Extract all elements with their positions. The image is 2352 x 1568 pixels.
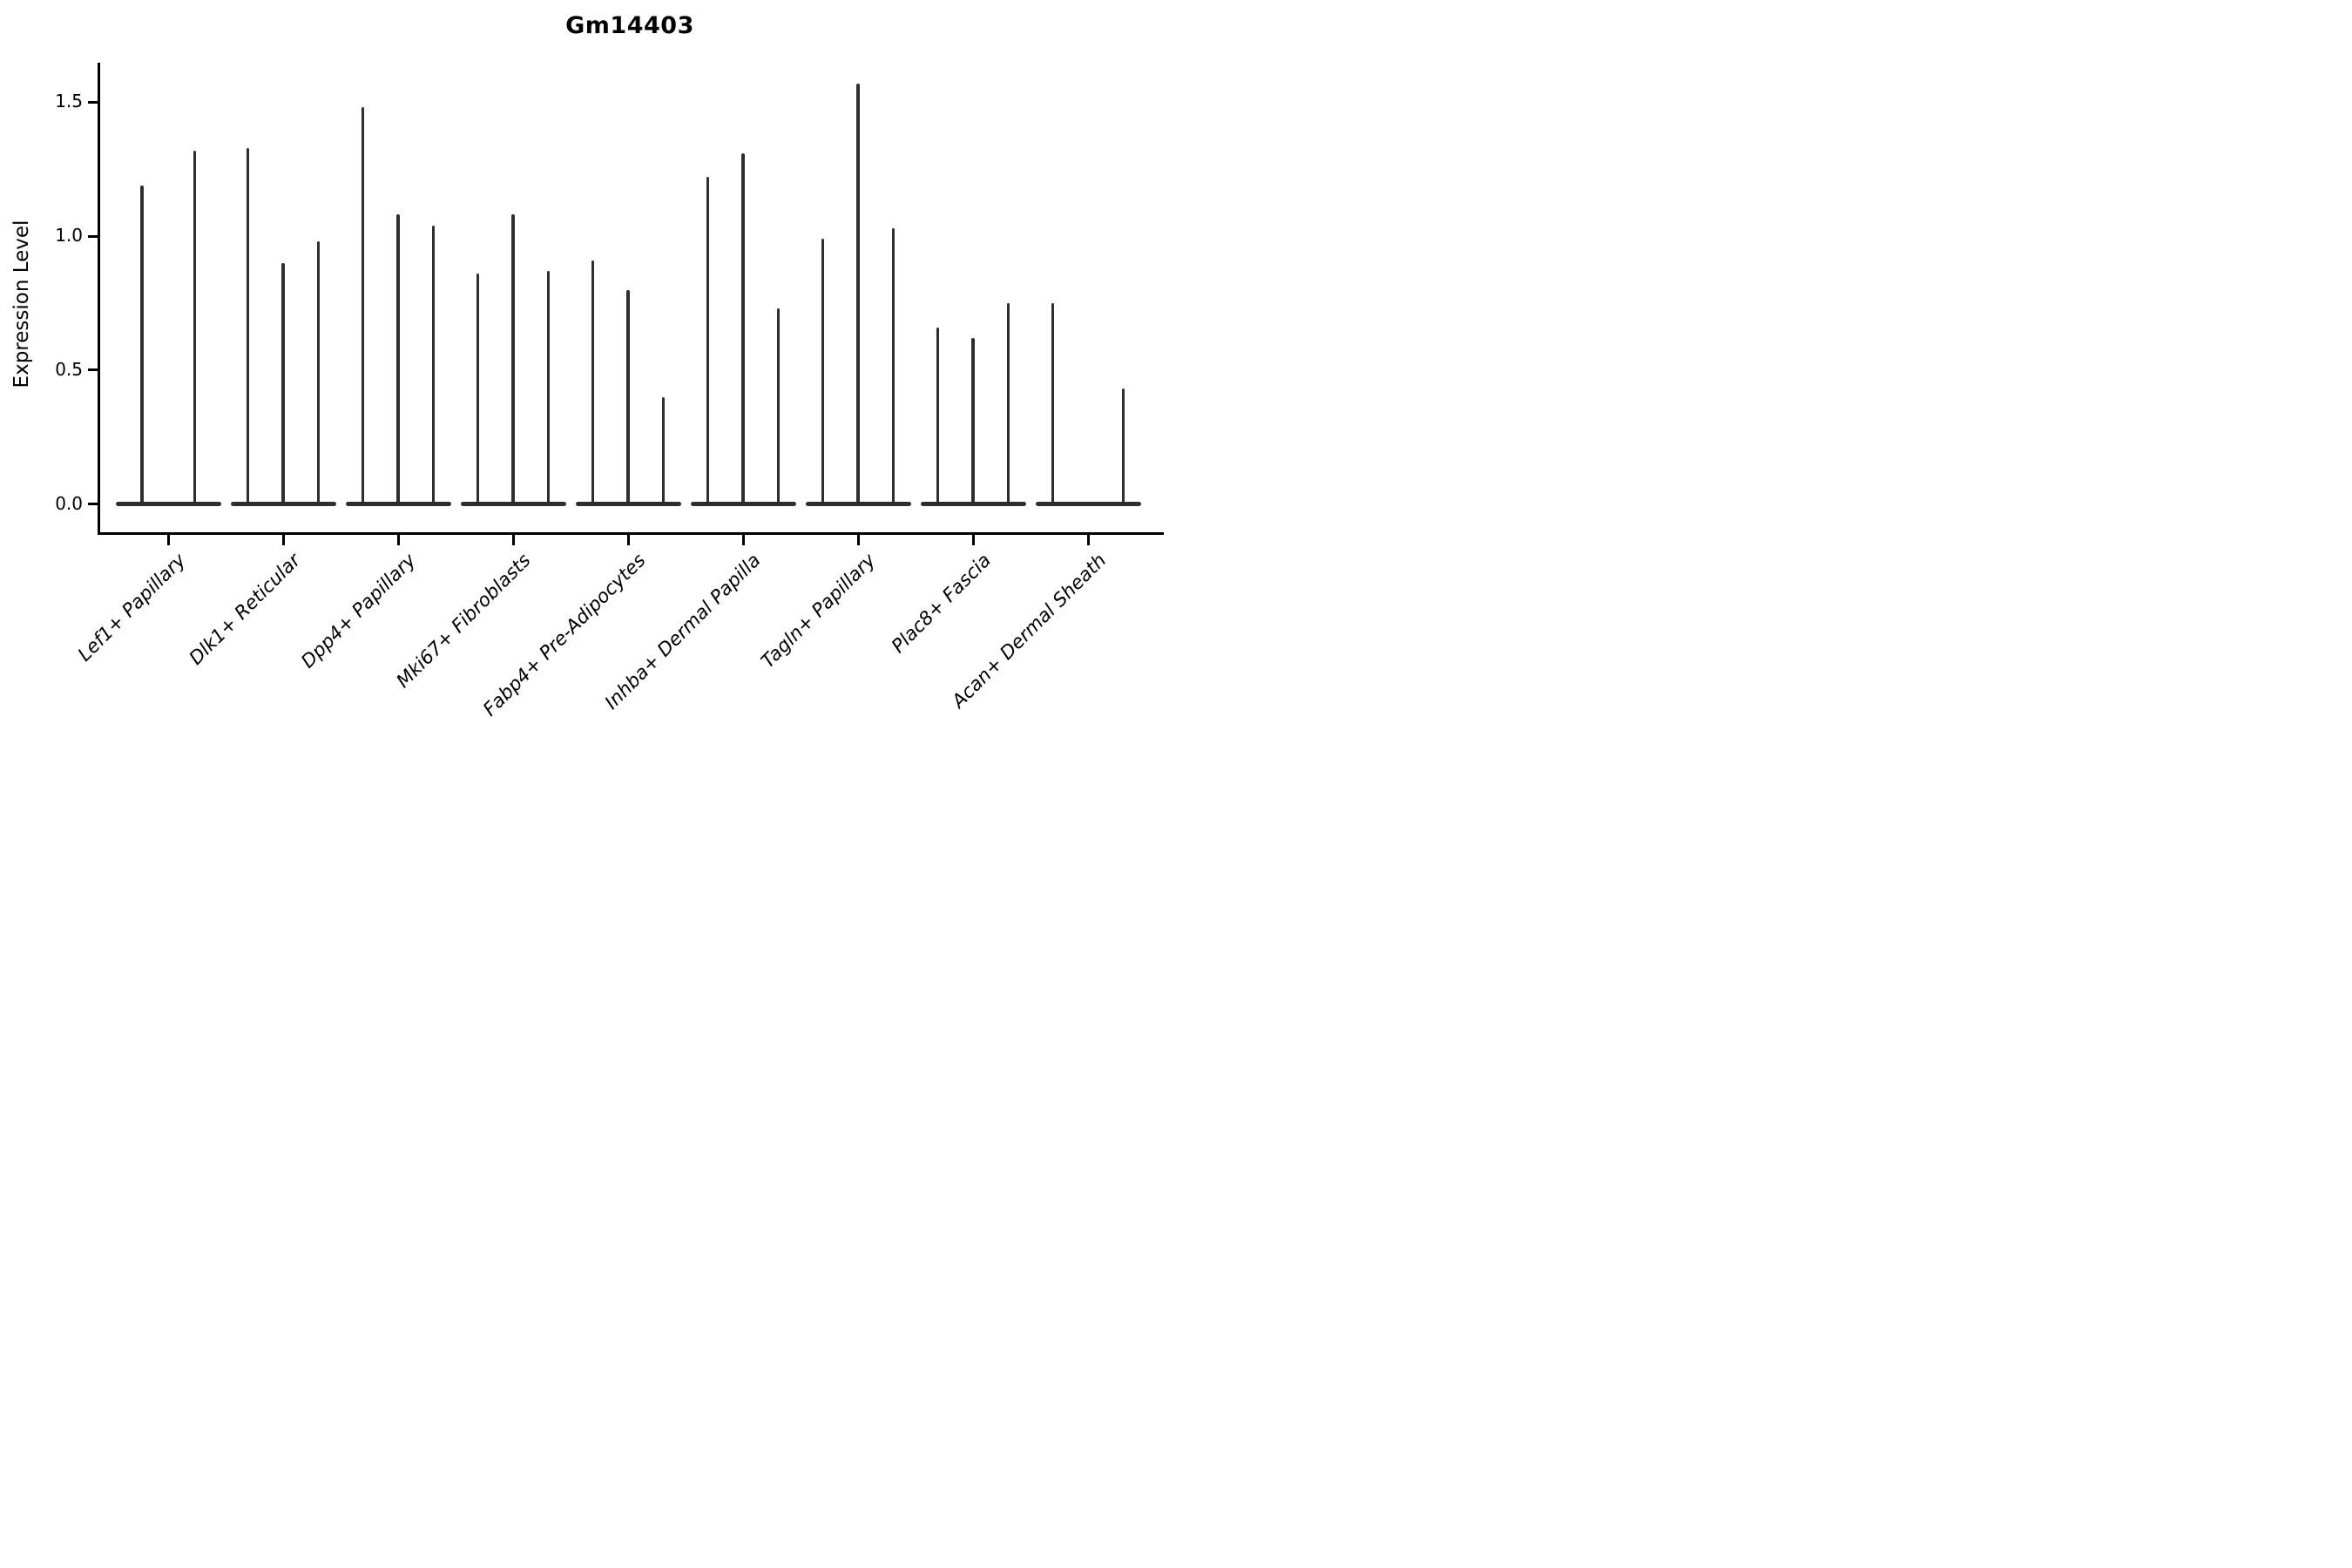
violin-plot-figure: Gm14403 Expression Level 0.0 0.5 1.0 1.5 Le… <box>0 0 1176 784</box>
violin-base <box>1035 502 1141 506</box>
violin-spike <box>1121 389 1125 506</box>
y-tick <box>88 368 98 372</box>
x-tick <box>626 535 630 545</box>
violin-spike <box>511 214 515 506</box>
violin-spike <box>431 225 436 506</box>
violin-spike <box>546 270 551 506</box>
x-tick <box>511 535 515 545</box>
violin-spike <box>626 289 630 506</box>
x-axis-spine <box>98 531 1164 535</box>
violin-spike <box>936 327 940 506</box>
violin-spike <box>193 150 196 506</box>
violin-spike <box>316 241 321 506</box>
violin-spike <box>476 274 480 506</box>
x-tick <box>856 535 860 545</box>
y-tick <box>88 503 98 505</box>
y-axis-spine <box>98 63 100 535</box>
y-tick-label: 1.0 <box>55 225 83 246</box>
y-tick <box>88 234 98 238</box>
violin-spike <box>821 239 825 506</box>
x-tick <box>741 535 745 545</box>
violin-spike <box>856 83 860 506</box>
y-tick <box>88 100 98 104</box>
violin-spike <box>246 147 250 506</box>
violin-spike <box>1006 302 1010 506</box>
violin-spike <box>591 260 595 506</box>
x-tick <box>971 535 975 545</box>
y-tick-label: 0.0 <box>55 492 83 514</box>
violin-spike <box>396 214 400 506</box>
x-tick-label: Lef1+ Papillary <box>74 549 191 666</box>
violin-base <box>115 502 221 506</box>
x-tick-label: Plac8+ Fascia <box>887 549 996 658</box>
violin-spike <box>1051 302 1055 506</box>
violin-spike <box>776 308 781 506</box>
violin-spike <box>661 396 666 506</box>
violin-spike <box>140 185 144 506</box>
violin-spike <box>741 152 745 506</box>
violin-spike <box>281 262 285 506</box>
y-tick-label: 0.5 <box>55 358 83 380</box>
violin-spike <box>891 227 896 506</box>
x-tick <box>1086 535 1090 545</box>
x-tick <box>166 535 170 545</box>
violin-spike <box>361 107 365 506</box>
chart-title: Gm14403 <box>565 12 694 39</box>
x-tick-label: Dlk1+ Reticular <box>186 549 306 670</box>
x-tick <box>396 535 400 545</box>
y-axis-label: Expression Level <box>10 220 33 389</box>
x-tick <box>281 535 285 545</box>
x-tick-label: Tagln+ Papillary <box>757 549 881 672</box>
x-tick-label: Dpp4+ Papillary <box>297 549 421 672</box>
y-tick-label: 1.5 <box>55 91 83 112</box>
violin-spike <box>706 177 710 506</box>
violin-spike <box>971 337 975 506</box>
